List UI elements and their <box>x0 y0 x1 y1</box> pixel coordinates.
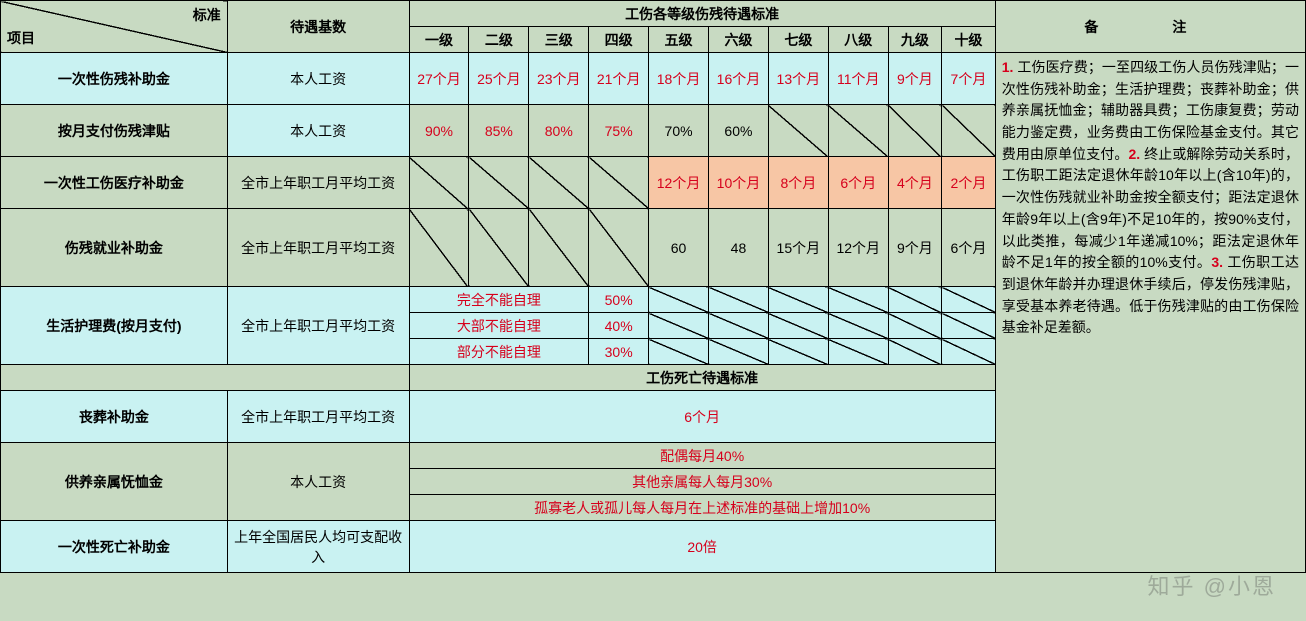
row-disability-subsidy: 一次性伤残补助金 本人工资 27个月 25个月 23个月 21个月 18个月 1… <box>1 53 1306 105</box>
r7-l2: 其他亲属每人每月30% <box>409 469 995 495</box>
r7-l3: 孤寡老人或孤儿每人每月在上述标准的基础上增加10% <box>409 495 995 521</box>
death-title-blank <box>1 365 410 391</box>
r4-c2 <box>469 209 529 287</box>
r1-c7: 13个月 <box>768 53 828 105</box>
r5-base: 全市上年职工月平均工资 <box>227 287 409 365</box>
r1-c5: 18个月 <box>649 53 709 105</box>
r3-base: 全市上年职工月平均工资 <box>227 157 409 209</box>
grade-9: 九级 <box>888 27 941 53</box>
r2-base: 本人工资 <box>227 105 409 157</box>
diag-bottom: 项目 <box>7 28 35 48</box>
r6-base: 全市上年职工月平均工资 <box>227 391 409 443</box>
r3-c6: 10个月 <box>709 157 769 209</box>
r4-c4 <box>589 209 649 287</box>
grade-1: 一级 <box>409 27 469 53</box>
r4-c3 <box>529 209 589 287</box>
r3-c2 <box>469 157 529 209</box>
remarks-1-label: 1. <box>1002 59 1014 75</box>
diag-top: 标准 <box>193 5 221 25</box>
r5-name: 生活护理费(按月支付) <box>1 287 228 365</box>
r2-c1: 90% <box>409 105 469 157</box>
r2-c10 <box>942 105 996 157</box>
r8-base: 上年全国居民人均可支配收入 <box>227 521 409 573</box>
r5-s3-label: 部分不能自理 <box>409 339 589 365</box>
header-base: 待遇基数 <box>227 1 409 53</box>
r1-c3: 23个月 <box>529 53 589 105</box>
r4-c5: 60 <box>649 209 709 287</box>
r3-c9: 4个月 <box>888 157 941 209</box>
r1-base: 本人工资 <box>227 53 409 105</box>
r3-c10: 2个月 <box>942 157 996 209</box>
remarks-3-label: 3. <box>1211 254 1223 270</box>
grade-2: 二级 <box>469 27 529 53</box>
r4-name: 伤残就业补助金 <box>1 209 228 287</box>
grade-3: 三级 <box>529 27 589 53</box>
r4-base: 全市上年职工月平均工资 <box>227 209 409 287</box>
grade-10: 十级 <box>942 27 996 53</box>
r7-name: 供养亲属怃恤金 <box>1 443 228 521</box>
r2-name: 按月支付伤残津贴 <box>1 105 228 157</box>
r3-c1 <box>409 157 469 209</box>
r6-val: 6个月 <box>409 391 995 443</box>
r1-c10: 7个月 <box>942 53 996 105</box>
r3-c5: 12个月 <box>649 157 709 209</box>
r3-name: 一次性工伤医疗补助金 <box>1 157 228 209</box>
r7-base: 本人工资 <box>227 443 409 521</box>
r5-s2-val: 40% <box>589 313 649 339</box>
grade-6: 六级 <box>709 27 769 53</box>
r1-c4: 21个月 <box>589 53 649 105</box>
r5-s1-val: 50% <box>589 287 649 313</box>
r3-c3 <box>529 157 589 209</box>
r3-c8: 6个月 <box>828 157 888 209</box>
r3-c7: 8个月 <box>768 157 828 209</box>
r3-c4 <box>589 157 649 209</box>
grade-8: 八级 <box>828 27 888 53</box>
r5-s2-label: 大部不能自理 <box>409 313 589 339</box>
r6-name: 丧葬补助金 <box>1 391 228 443</box>
r1-c2: 25个月 <box>469 53 529 105</box>
watermark: 知乎 @小恩 <box>1148 569 1276 601</box>
compensation-table: 标准 项目 待遇基数 工伤各等级伤残待遇标准 备 注 一级 二级 三级 四级 五… <box>0 0 1306 573</box>
remarks-2: 终止或解除劳动关系时，工伤职工距法定退休年龄10年以上(含10年)的，一次性伤残… <box>1002 146 1299 270</box>
r1-c6: 16个月 <box>709 53 769 105</box>
r2-c3: 80% <box>529 105 589 157</box>
death-title: 工伤死亡待遇标准 <box>409 365 995 391</box>
r2-c5: 70% <box>649 105 709 157</box>
header-row-1: 标准 项目 待遇基数 工伤各等级伤残待遇标准 备 注 <box>1 1 1306 27</box>
r5-s3-val: 30% <box>589 339 649 365</box>
r4-c6: 48 <box>709 209 769 287</box>
r4-c1 <box>409 209 469 287</box>
r4-c8: 12个月 <box>828 209 888 287</box>
r2-c7 <box>768 105 828 157</box>
r8-name: 一次性死亡补助金 <box>1 521 228 573</box>
remarks-2-label: 2. <box>1129 146 1141 162</box>
remarks-cell: 1. 工伤医疗费；一至四级工伤人员伤残津贴；一次性伤残补助金；生活护理费；丧葬补… <box>995 53 1305 573</box>
r4-c9: 9个月 <box>888 209 941 287</box>
r2-c8 <box>828 105 888 157</box>
header-diagonal: 标准 项目 <box>1 1 228 53</box>
r1-c9: 9个月 <box>888 53 941 105</box>
header-grades-title: 工伤各等级伤残待遇标准 <box>409 1 995 27</box>
r7-l1: 配偶每月40% <box>409 443 995 469</box>
r4-c7: 15个月 <box>768 209 828 287</box>
r2-c9 <box>888 105 941 157</box>
r5-s1-label: 完全不能自理 <box>409 287 589 313</box>
header-remarks: 备 注 <box>995 1 1305 53</box>
r4-c10: 6个月 <box>942 209 996 287</box>
grade-7: 七级 <box>768 27 828 53</box>
r2-c6: 60% <box>709 105 769 157</box>
grade-5: 五级 <box>649 27 709 53</box>
r2-c4: 75% <box>589 105 649 157</box>
r8-val: 20倍 <box>409 521 995 573</box>
grade-4: 四级 <box>589 27 649 53</box>
r1-c1: 27个月 <box>409 53 469 105</box>
r1-name: 一次性伤残补助金 <box>1 53 228 105</box>
r2-c2: 85% <box>469 105 529 157</box>
r1-c8: 11个月 <box>828 53 888 105</box>
